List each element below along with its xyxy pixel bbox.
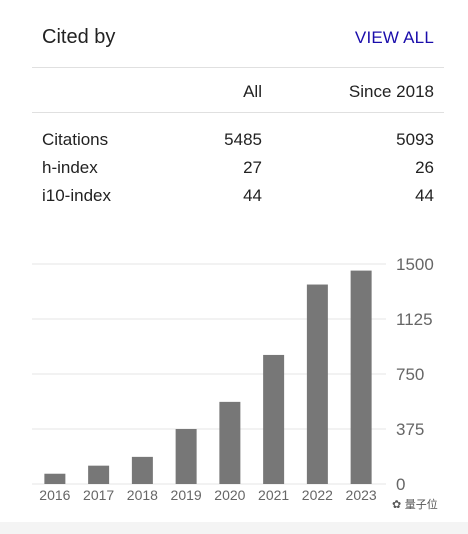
header-divider bbox=[32, 67, 444, 68]
bar-2016[interactable] bbox=[44, 473, 66, 484]
row-label-h-index: h-index bbox=[42, 158, 98, 177]
watermark-text: 量子位 bbox=[404, 498, 438, 511]
x-tick-label: 2021 bbox=[258, 487, 289, 503]
h-index-since-value: 26 bbox=[415, 158, 434, 177]
bar-2021[interactable] bbox=[263, 354, 285, 484]
x-tick-label: 2023 bbox=[346, 487, 377, 503]
watermark: ✿ 量子位 bbox=[392, 496, 438, 512]
table-row: h-index 27 26 bbox=[42, 158, 434, 178]
cited-by-panel: Cited by VIEW ALL All Since 2018 Citatio… bbox=[32, 26, 444, 503]
citations-bar-chart: 0 375 750 1125 1500 2016 2017 2018 2019 2020 2021 2… bbox=[32, 255, 434, 503]
view-all-link[interactable]: VIEW ALL bbox=[354, 28, 434, 47]
column-header-all: All bbox=[243, 82, 262, 101]
x-tick-label: 2018 bbox=[127, 487, 158, 503]
i10-index-all-value: 44 bbox=[243, 186, 262, 205]
x-tick-label: 2020 bbox=[214, 487, 245, 503]
bar-2018[interactable] bbox=[131, 456, 153, 484]
citations-since-value: 5093 bbox=[396, 130, 434, 149]
x-tick-label: 2019 bbox=[171, 487, 202, 503]
y-tick-label: 1500 bbox=[396, 255, 434, 274]
cited-by-header: Cited by VIEW ALL bbox=[42, 26, 434, 54]
bar-2023[interactable] bbox=[350, 270, 372, 484]
table-row: i10-index 44 44 bbox=[42, 186, 434, 206]
x-tick-label: 2016 bbox=[39, 487, 70, 503]
i10-index-since-value: 44 bbox=[415, 186, 434, 205]
x-tick-label: 2017 bbox=[83, 487, 114, 503]
bar-2019[interactable] bbox=[175, 429, 197, 484]
y-tick-label: 375 bbox=[396, 420, 424, 439]
y-tick-label: 0 bbox=[396, 475, 405, 494]
x-tick-label: 2022 bbox=[302, 487, 333, 503]
table-row: Citations 5485 5093 bbox=[42, 130, 434, 150]
cited-by-title: Cited by bbox=[42, 26, 116, 48]
row-label-citations: Citations bbox=[42, 130, 109, 149]
bar-2020[interactable] bbox=[219, 401, 241, 484]
column-header-since-2018: Since 2018 bbox=[348, 82, 434, 101]
citations-all-value: 5485 bbox=[224, 130, 262, 149]
bar-2022[interactable] bbox=[306, 284, 328, 484]
row-label-i10-index: i10-index bbox=[42, 186, 111, 205]
stats-column-headers: All Since 2018 bbox=[42, 82, 434, 102]
h-index-all-value: 27 bbox=[243, 158, 262, 177]
y-tick-label: 1125 bbox=[396, 310, 433, 329]
table-header-divider bbox=[32, 112, 444, 113]
y-tick-label: 750 bbox=[396, 365, 424, 384]
wechat-icon: ✿ bbox=[392, 498, 402, 511]
bottom-strip bbox=[0, 522, 468, 534]
bar-2017[interactable] bbox=[88, 465, 110, 484]
